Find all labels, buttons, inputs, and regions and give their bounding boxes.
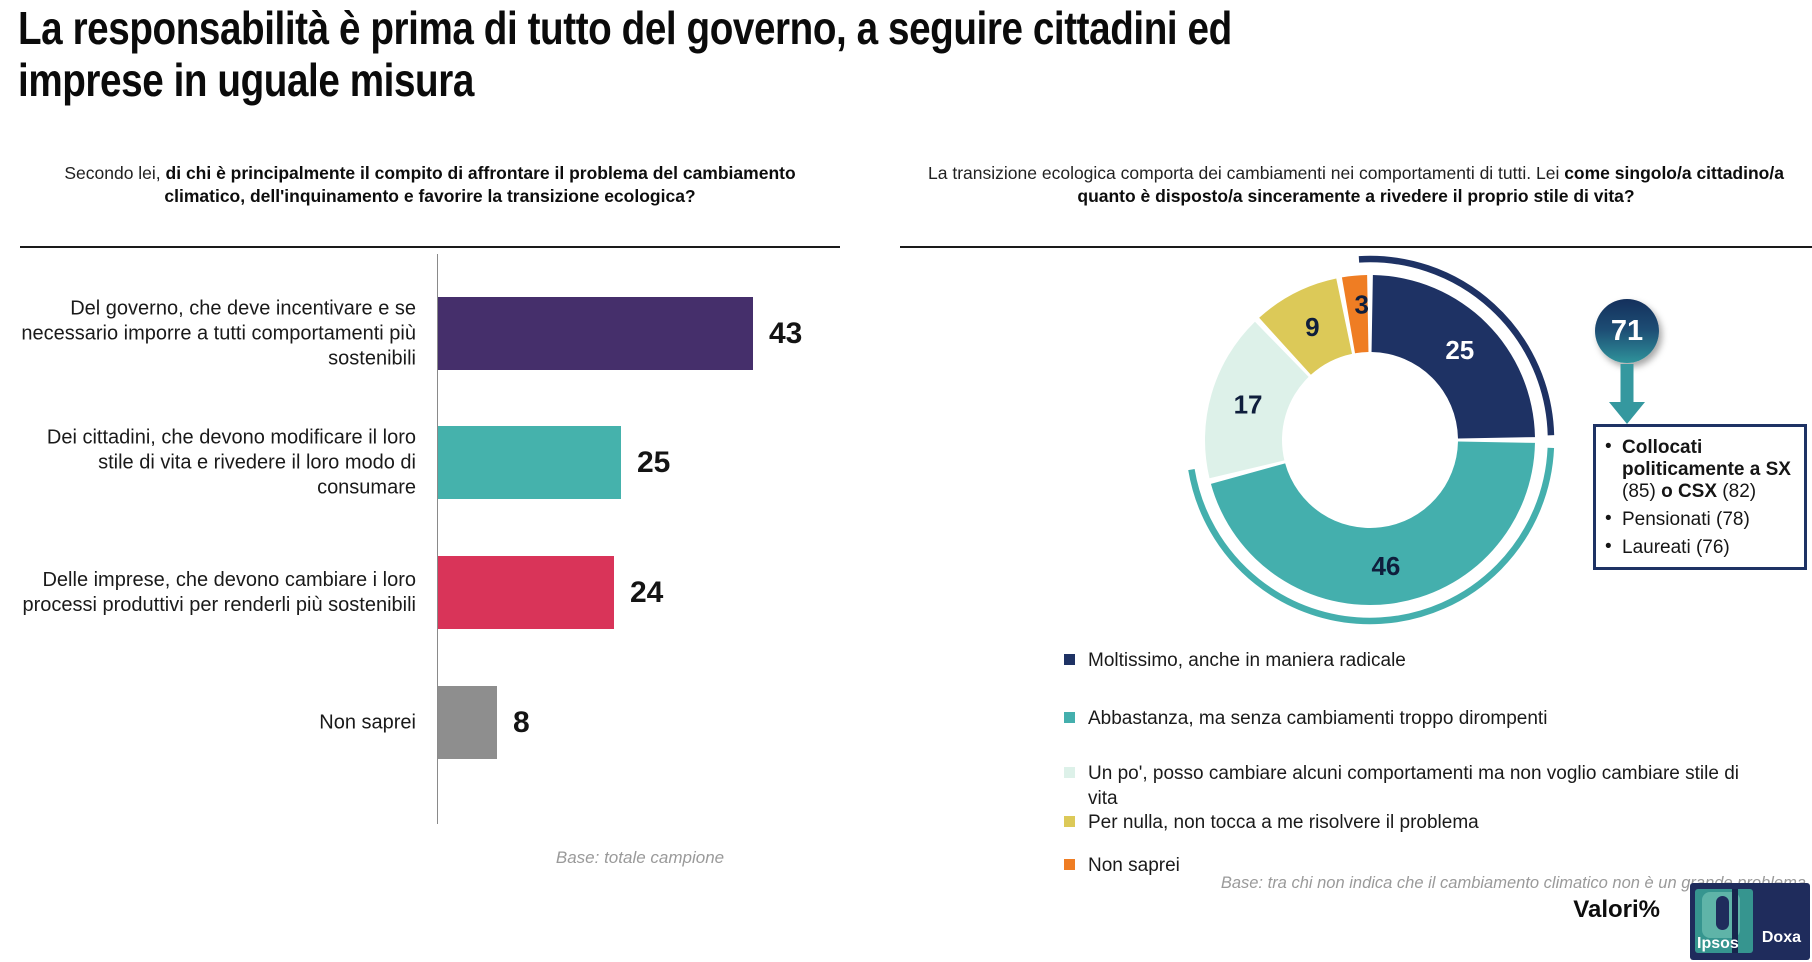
question-prefix: La transizione ecologica comporta dei ca… (928, 163, 1565, 183)
donut-slice-label: 3 (1354, 289, 1368, 319)
legend-item: Non saprei (1064, 853, 1760, 878)
bar-category-label: Del governo, che deve incentivare e se n… (21, 297, 416, 369)
bullet-text: (82) (1717, 481, 1757, 502)
bar-row: Non saprei 8 (20, 686, 840, 759)
legend-item: Moltissimo, anche in maniera radicale (1064, 648, 1760, 673)
legend-swatch (1064, 816, 1075, 827)
donut-slice (1210, 441, 1535, 605)
donut-slice-label: 46 (1371, 551, 1400, 581)
question-bold: di chi è principalmente il compito di af… (164, 163, 796, 206)
legend-item: Abbastanza, ma senza cambiamenti troppo … (1064, 706, 1760, 731)
question-divider (20, 246, 840, 248)
bar-row: Dei cittadini, che devono modificare il … (20, 426, 840, 499)
bullet-dot: • (1605, 536, 1612, 557)
bullet-text: Pensionati (78) (1622, 509, 1750, 530)
legend-label: Abbastanza, ma senza cambiamenti troppo … (1088, 708, 1548, 729)
donut-chart-question: La transizione ecologica comporta dei ca… (900, 162, 1812, 208)
page-title: La responsabilità è prima di tutto del g… (18, 2, 1463, 106)
bullet-text: (85) (1622, 481, 1662, 502)
bar (438, 426, 621, 499)
ipsos-doxa-logo: Ipsos Doxa (1690, 883, 1810, 960)
page-title-line1: La responsabilità è prima di tutto del g… (18, 2, 1232, 54)
callout-bullet: • Collocati politicamente a SX (85) o CSX… (1600, 436, 1798, 503)
bar (438, 556, 614, 629)
donut-slice (1205, 321, 1309, 479)
legend-swatch (1064, 859, 1075, 870)
question-prefix: Secondo lei, (64, 163, 166, 183)
donut-slice (1371, 275, 1535, 439)
legend-swatch (1064, 712, 1075, 723)
question-bold: come singolo/a cittadino/a quanto è disp… (1077, 163, 1784, 206)
bar-chart-base-note: Base: totale campione (555, 848, 725, 867)
bar-category-label: Dei cittadini, che devono modificare il … (46, 426, 416, 498)
donut-slice-label: 9 (1305, 312, 1319, 342)
bullet-dot: • (1605, 508, 1612, 529)
donut-bracket-arc (1358, 255, 1555, 436)
legend-label: Per nulla, non tocca a me risolvere il p… (1088, 812, 1479, 833)
callout-bullet: • Laureati (76) (1600, 536, 1798, 559)
bar-chart-question: Secondo lei, di chi è principalmente il … (40, 162, 820, 208)
legend-item: Per nulla, non tocca a me risolvere il p… (1064, 810, 1760, 835)
bar-value-label: 25 (637, 445, 671, 479)
bar-value-label: 8 (513, 705, 530, 739)
legend-swatch (1064, 767, 1075, 778)
bar-row: Del governo, che deve incentivare e se n… (20, 297, 840, 370)
bar-row: Delle imprese, che devono cambiare i lor… (20, 556, 840, 629)
bullet-dot: • (1605, 436, 1612, 457)
bar-chart-panel: Secondo lei, di chi è principalmente il … (20, 158, 840, 918)
bullet-text: Laureati (76) (1622, 537, 1730, 558)
bar-value-label: 24 (630, 575, 664, 609)
logo-ipsos-text: Ipsos (1697, 935, 1739, 952)
bullet-text: Collocati politicamente a SX (1622, 437, 1791, 480)
donut-chart-panel: La transizione ecologica comporta dei ca… (900, 158, 1812, 958)
legend-label: Un po', posso cambiare alcuni comportame… (1088, 763, 1740, 809)
question-divider (900, 246, 1812, 248)
donut-slice (1259, 278, 1353, 375)
donut-slice-label: 17 (1234, 390, 1263, 420)
donut-slice-label: 25 (1445, 335, 1474, 365)
bar-category-label: Delle imprese, che devono cambiare i lor… (22, 568, 416, 616)
donut-bracket-arc (1188, 447, 1555, 625)
down-arrow-icon (1609, 364, 1645, 424)
legend-item: Un po', posso cambiare alcuni comportame… (1064, 761, 1760, 811)
legend-swatch (1064, 654, 1075, 665)
bar-category-label: Non saprei (319, 711, 416, 733)
legend-label: Non saprei (1088, 855, 1180, 876)
doxa-logo-mark-icon (1695, 889, 1753, 953)
logo-doxa-text: Doxa (1761, 929, 1801, 946)
bar (438, 686, 497, 759)
values-percent-label: Valori% (1573, 896, 1660, 923)
logo-mark-bar (1732, 889, 1738, 953)
legend-label: Moltissimo, anche in maniera radicale (1088, 650, 1406, 671)
bar (438, 297, 753, 370)
total-71-value: 71 (1610, 314, 1644, 347)
highlight-groups-box: • Collocati politicamente a SX (85) o CSX… (1593, 424, 1807, 570)
bar-chart-axis (437, 254, 438, 824)
donut-chart-base-note: Base: tra chi non indica che il cambiame… (1220, 874, 1806, 892)
donut-chart: 25 46 17 9 3 (1188, 255, 1555, 625)
donut-slice (1341, 275, 1369, 354)
total-71-badge: 71 (1595, 299, 1659, 363)
callout-bullet: • Pensionati (78) (1600, 508, 1798, 531)
logo-mark-glyph (1716, 896, 1729, 930)
bar-value-label: 43 (769, 316, 803, 350)
bullet-text: o CSX (1661, 481, 1718, 502)
page-title-line2: imprese in uguale misura (18, 54, 474, 106)
